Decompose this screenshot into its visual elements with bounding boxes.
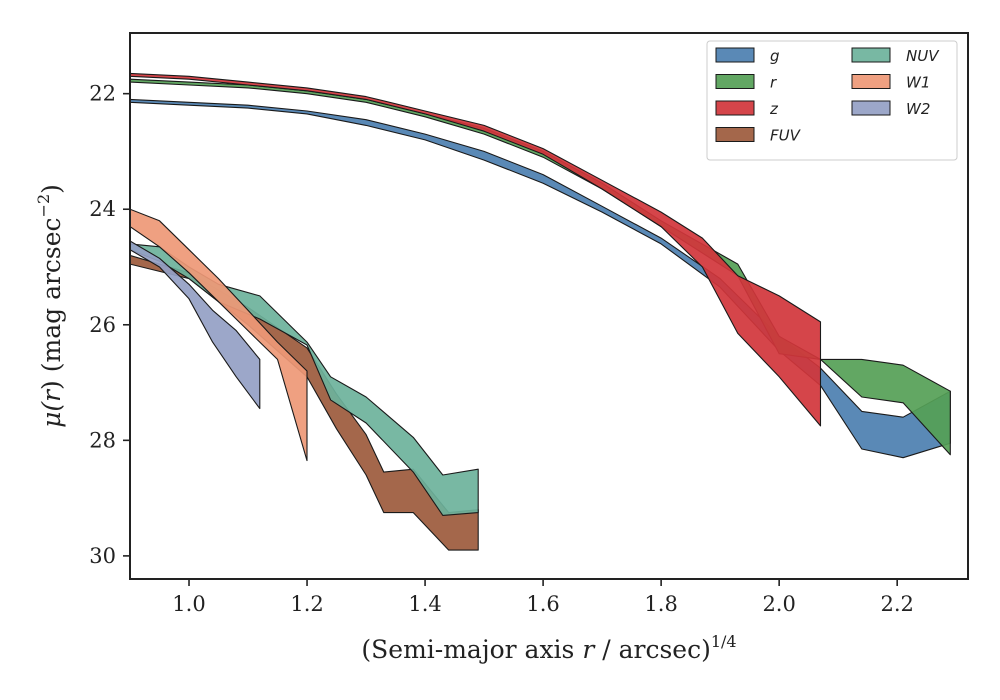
y-axis-label: μ(r) (mag arcsec−2)	[34, 184, 66, 428]
x-tick-label: 1.6	[526, 592, 559, 616]
x-tick-label: 1.2	[290, 592, 323, 616]
y-tick-label: 24	[89, 197, 116, 221]
x-tick-label: 1.8	[644, 592, 677, 616]
legend-label-nuv: NUV	[906, 47, 940, 65]
x-tick-label: 2.0	[762, 592, 795, 616]
legend-swatch-w2	[851, 100, 891, 116]
legend-swatch-w1	[851, 74, 891, 89]
x-axis-label: (Semi-major axis r / arcsec)1/4	[361, 632, 736, 664]
legend-swatch-r	[715, 74, 755, 89]
legend-label-w1: W1	[906, 74, 930, 92]
x-tick-label: 2.2	[880, 592, 913, 616]
y-tick-label: 26	[89, 313, 116, 337]
legend-label-r: r	[770, 74, 777, 92]
profile-bands	[130, 72, 951, 551]
legend-frame	[706, 40, 958, 161]
band-nuv	[130, 243, 479, 516]
band-z	[130, 72, 822, 427]
plot-frame	[129, 32, 969, 580]
x-tick-label: 1.0	[172, 592, 205, 616]
legend-label-g: g	[770, 47, 780, 65]
legend-swatch-fuv	[715, 127, 755, 142]
legend-swatch-g	[715, 47, 755, 63]
band-w2	[130, 240, 261, 410]
legend-label-w2: W2	[906, 100, 930, 118]
legend-swatch-z	[715, 100, 755, 116]
legend-label-fuv: FUV	[770, 127, 802, 145]
legend: grz FUV NUV W1 W2	[706, 40, 958, 161]
legend-label-z: z	[769, 100, 779, 118]
y-tick-label: 30	[89, 544, 116, 568]
band-w1	[130, 208, 308, 462]
x-tick-label: 1.4	[408, 592, 441, 616]
y-tick-label: 22	[89, 82, 116, 106]
y-axis-ticks: 22 24 26 28 30	[89, 82, 130, 568]
y-tick-label: 28	[89, 428, 116, 452]
x-axis-ticks: 1.0 1.2 1.4 1.6 1.8 2.0 2.2	[172, 579, 914, 616]
legend-swatch-nuv	[851, 47, 891, 63]
